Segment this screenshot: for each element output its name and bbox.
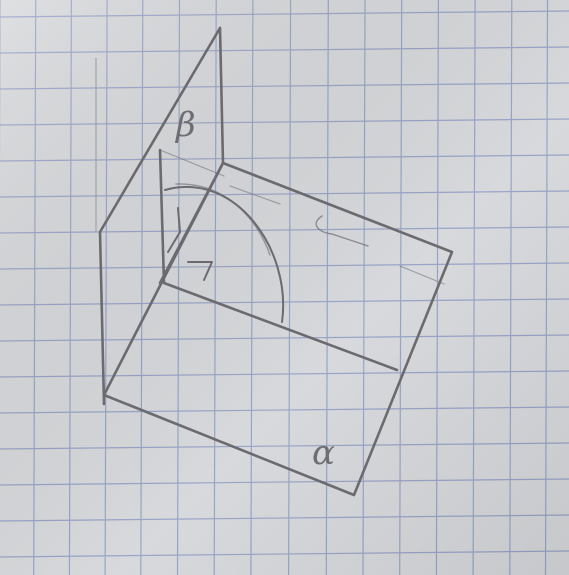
plane-alpha-label: α	[312, 433, 335, 473]
construction-line	[229, 185, 281, 205]
angle-arc	[164, 185, 285, 323]
right-angle-mark-beta	[167, 207, 181, 253]
intersection-line	[158, 161, 225, 285]
plane-beta-label: β	[174, 105, 196, 145]
construction-line	[159, 149, 225, 177]
perpendicular-in-beta	[158, 148, 166, 285]
right-angle-mark-alpha	[187, 261, 213, 281]
plane-beta-edge	[98, 26, 222, 406]
construction-line	[399, 265, 445, 285]
construction-mark	[315, 215, 369, 247]
plane-alpha-outline	[102, 161, 454, 497]
pencil-drawing	[98, 26, 454, 497]
angle-arc-inner	[175, 183, 271, 256]
plane-beta-right-edge	[218, 26, 225, 165]
perpendicular-in-alpha	[162, 281, 399, 372]
